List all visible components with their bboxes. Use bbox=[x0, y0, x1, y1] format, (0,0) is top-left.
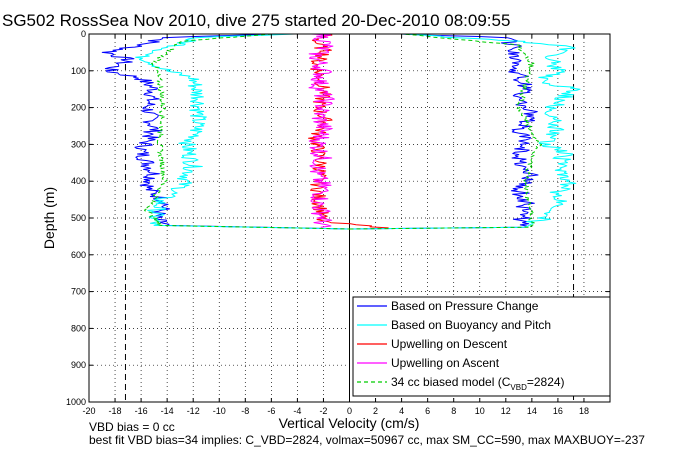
y-tick-label: 1000 bbox=[66, 397, 86, 407]
y-axis-ticks: 0 100 200 300 400 500 600 700 800 900 1000 bbox=[66, 29, 610, 407]
y-tick-label: 400 bbox=[71, 176, 86, 186]
x-tick-label: -16 bbox=[135, 406, 148, 416]
based-on-buoyancy-and-pitch-ascent-series bbox=[349, 33, 581, 230]
y-axis-label: Depth (m) bbox=[41, 187, 57, 249]
x-axis-ticks: -20 -18 -16 -14 -12 -10 -8 -6 -4 -2 0 2 4 6 8 10 12 14 16 1… bbox=[82, 34, 589, 416]
x-axis-label: Vertical Velocity (cm/s) bbox=[279, 415, 420, 431]
x-tick-label: -14 bbox=[161, 406, 174, 416]
legend-label: Based on Buoyancy and Pitch bbox=[391, 318, 551, 332]
upwelling-on-ascent-series bbox=[308, 33, 335, 228]
legend: Based on Pressure Change Based on Buoyanc… bbox=[352, 296, 611, 397]
x-tick-label: -4 bbox=[293, 406, 301, 416]
y-tick-label: 900 bbox=[71, 360, 86, 370]
x-tick-label: 0 bbox=[347, 406, 352, 416]
y-tick-label: 200 bbox=[71, 103, 86, 113]
x-tick-label: 10 bbox=[475, 406, 485, 416]
footer-line-1: VBD bias = 0 cc bbox=[89, 420, 175, 434]
legend-box bbox=[352, 296, 611, 397]
data-series bbox=[101, 33, 581, 230]
y-tick-label: 100 bbox=[71, 66, 86, 76]
plot-area: -20 -18 -16 -14 -12 -10 -8 -6 -4 -2 0 2 4 6 8 10 12 14 16 1… bbox=[66, 29, 611, 416]
chart-title: SG502 RossSea Nov 2010, dive 275 started… bbox=[2, 11, 510, 30]
x-tick-label: 2 bbox=[373, 406, 378, 416]
x-tick-label: -18 bbox=[109, 406, 122, 416]
footer-line-2: best fit VBD bias=34 implies: C_VBD=2824… bbox=[89, 433, 645, 447]
y-tick-label: 600 bbox=[71, 250, 86, 260]
legend-label: Upwelling on Ascent bbox=[391, 356, 500, 370]
x-tick-label: 12 bbox=[501, 406, 511, 416]
legend-label: 34 cc biased model (CVBD=2824) bbox=[391, 375, 565, 392]
x-tick-label: -10 bbox=[213, 406, 226, 416]
x-tick-label: 8 bbox=[451, 406, 456, 416]
y-tick-label: 0 bbox=[81, 29, 86, 39]
x-tick-label: 14 bbox=[527, 406, 537, 416]
based-on-pressure-change-descent-series bbox=[101, 33, 350, 230]
based-on-pressure-change-ascent-series bbox=[349, 33, 539, 230]
legend-label-suffix: =2824) bbox=[527, 375, 565, 389]
y-tick-label: 800 bbox=[71, 323, 86, 333]
y-tick-label: 500 bbox=[71, 213, 86, 223]
legend-label: Based on Pressure Change bbox=[391, 299, 539, 313]
reference-lines bbox=[124, 34, 575, 402]
x-tick-label: -2 bbox=[319, 406, 327, 416]
x-tick-label: 18 bbox=[579, 406, 589, 416]
y-tick-label: 700 bbox=[71, 287, 86, 297]
x-tick-label: 4 bbox=[399, 406, 404, 416]
y-tick-label: 300 bbox=[71, 139, 86, 149]
x-tick-label: -8 bbox=[241, 406, 249, 416]
x-tick-label: -12 bbox=[187, 406, 200, 416]
x-tick-label: -6 bbox=[267, 406, 275, 416]
34-cc-biased-model-cvbd-2824-ascent-series bbox=[349, 33, 542, 230]
x-tick-label: -20 bbox=[82, 406, 95, 416]
x-tick-label: 16 bbox=[553, 406, 563, 416]
legend-label-text: 34 cc biased model (C bbox=[391, 375, 511, 389]
legend-label: Upwelling on Descent bbox=[391, 337, 508, 351]
x-tick-label: 6 bbox=[425, 406, 430, 416]
legend-label-subscript: VBD bbox=[510, 383, 527, 392]
